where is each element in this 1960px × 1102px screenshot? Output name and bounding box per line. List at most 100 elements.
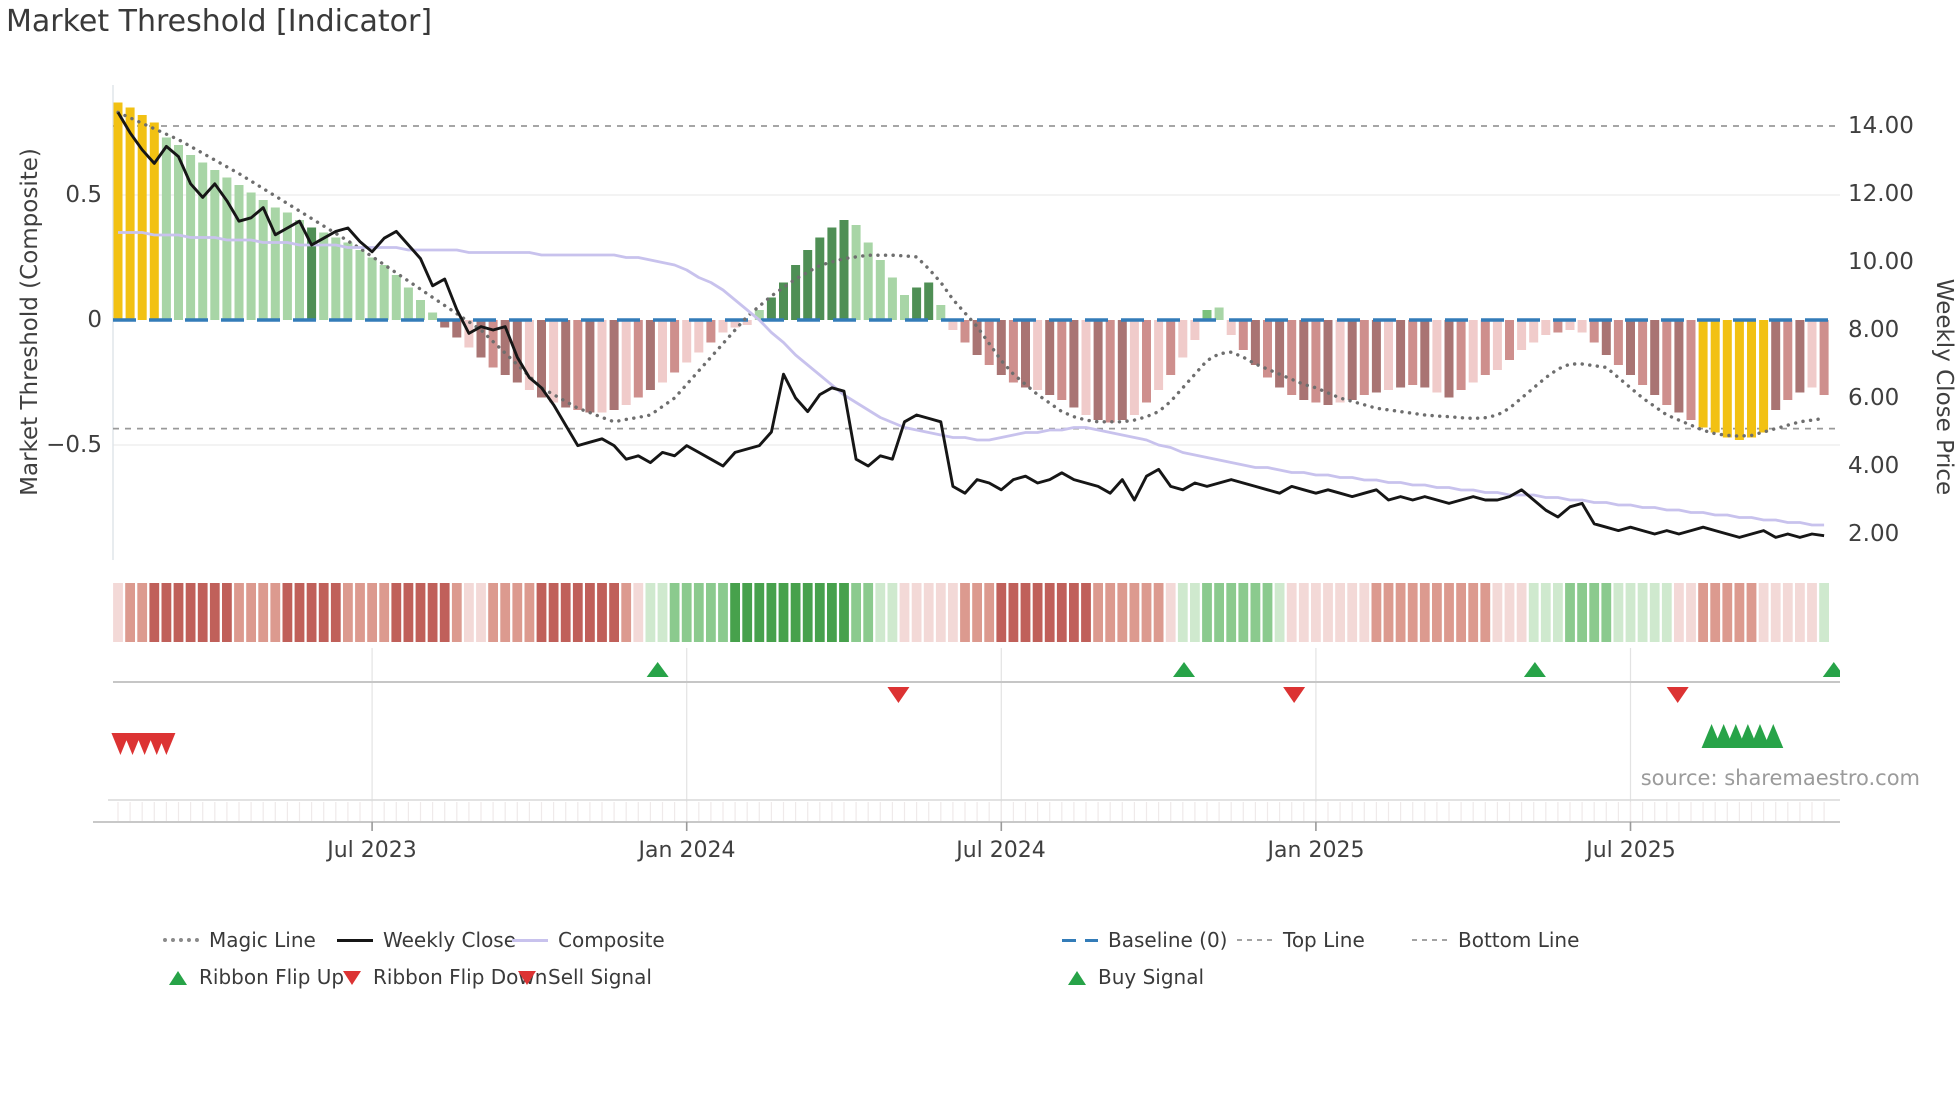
threshold-bar [900,295,909,320]
threshold-bar [1008,320,1018,383]
sell-signal-icon [516,970,538,985]
legend-ribbon-flip-up: Ribbon Flip Up [167,963,344,991]
threshold-bar [1807,320,1817,388]
threshold-bar [428,312,438,320]
threshold-bar [1021,320,1030,388]
threshold-bar [573,320,583,410]
right-tick-4: 4.00 [1848,453,1900,479]
threshold-bar [1553,320,1563,333]
sell-signal-marker [135,733,154,755]
threshold-bar [391,275,401,320]
ribbon-flip-up-icon [167,970,189,985]
threshold-bar [730,320,740,328]
threshold-bar [1734,320,1744,440]
x-tick-jan-2024: Jan 2024 [638,838,736,863]
threshold-bar [1710,320,1720,433]
threshold-bar [1432,320,1442,393]
threshold-bar [1033,320,1043,390]
threshold-bar [936,305,946,320]
threshold-bar [827,227,837,320]
threshold-bar [742,320,752,325]
threshold-bar [912,287,922,320]
threshold-bar [803,250,813,320]
legend-baseline: Baseline (0) [1062,926,1227,954]
threshold-bar [1541,320,1551,335]
right-tick-10: 10.00 [1848,249,1914,275]
threshold-bars-layer [113,102,1829,440]
threshold-bar [1093,320,1103,420]
threshold-bar [1214,307,1224,320]
baseline-swatch [1062,938,1098,942]
legend-composite: Composite [512,926,665,954]
threshold-bar [1456,320,1466,390]
threshold-bar [1238,320,1248,350]
threshold-bar [924,282,934,320]
threshold-bar [537,320,546,398]
threshold-bar [1613,320,1623,365]
threshold-bar [403,287,413,320]
threshold-bar [1492,320,1502,370]
ribbon-flip-up-marker [1523,662,1546,677]
threshold-bar [1759,320,1769,433]
threshold-bar [476,320,486,358]
x-tick-jul-2024: Jul 2024 [956,838,1046,863]
threshold-bar [1577,320,1587,333]
threshold-bar [307,227,317,320]
ribbon-flip-down-marker [1283,687,1306,703]
threshold-bar [621,320,631,405]
magic-line-swatch [163,938,199,942]
legend-sell-signal: Sell Signal [516,963,652,991]
threshold-bar [1747,320,1756,438]
threshold-bar [694,320,704,353]
threshold-bar [137,115,147,320]
ribbon-flip-down-marker [1666,687,1689,703]
threshold-bar [585,320,595,413]
threshold-bar [282,212,292,320]
threshold-bar [597,320,607,413]
threshold-bar [1674,320,1684,413]
threshold-bar [1795,320,1805,393]
legend-top-line: Top Line [1237,926,1365,954]
legend-bottom-line: Bottom Line [1412,926,1579,954]
threshold-bar [1819,320,1829,395]
threshold-bar [1722,320,1732,438]
threshold-bar [1129,320,1139,415]
threshold-bar [815,237,825,320]
right-tick-6: 6.00 [1848,385,1900,411]
source-attribution: source: sharemaestro.com [1640,766,1920,790]
buy-signal-marker [1749,724,1770,748]
x-tick-jul-2025: Jul 2025 [1586,838,1676,863]
sell-signal-marker [157,733,176,755]
sell-signal-marker [111,733,130,755]
signal-area [93,648,1840,831]
threshold-bar [222,177,232,320]
flip-signal-markers [111,662,1840,755]
legend-buy-signal: Buy Signal [1066,963,1204,991]
ribbon-flip-down-marker [887,687,910,703]
threshold-bar [1323,320,1333,405]
x-tick-jul-2023: Jul 2023 [327,838,417,863]
threshold-bar [1335,320,1345,403]
threshold-bar [972,320,982,355]
threshold-bar [198,162,208,320]
threshold-bar [1771,320,1781,410]
threshold-bar [1069,320,1079,408]
threshold-bar [875,260,885,320]
threshold-bar [1384,320,1393,390]
threshold-bar [1444,320,1454,398]
threshold-bar [670,320,680,373]
threshold-bar [633,320,643,398]
threshold-bar [754,310,764,320]
threshold-bar [1505,320,1514,360]
weekly-close-line [116,111,1825,539]
threshold-bar [1468,320,1478,383]
threshold-bar [839,220,849,320]
threshold-bar [125,107,135,320]
threshold-bar [1275,320,1285,388]
ribbon-flip-up-marker [1822,662,1840,677]
threshold-bar [1226,320,1236,335]
threshold-bar [512,320,522,383]
composite-line [118,231,1825,527]
threshold-bar [1626,320,1635,375]
threshold-bar [609,320,619,410]
